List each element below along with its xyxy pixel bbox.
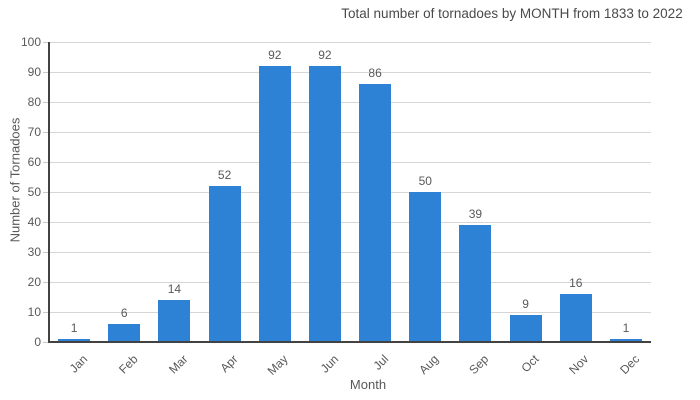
y-tick-mark	[43, 71, 49, 73]
bar-value-label: 39	[468, 207, 483, 221]
bar	[208, 186, 241, 342]
x-axis-line	[48, 341, 651, 343]
y-tick-mark	[43, 161, 49, 163]
y-tick-label: 10	[27, 305, 41, 319]
bar-value-label: 50	[418, 174, 432, 188]
bar	[258, 66, 291, 342]
y-tick-mark	[43, 341, 49, 343]
y-tick-label: 60	[27, 155, 41, 169]
y-tick-label: 80	[27, 95, 41, 109]
y-tick-label: 30	[27, 245, 41, 259]
bar	[409, 192, 442, 342]
y-gridline	[49, 101, 651, 103]
x-axis-title: Month	[349, 377, 387, 392]
x-tick-label: Feb	[115, 352, 141, 377]
x-tick-label: Jul	[370, 352, 391, 373]
bar-value-label: 92	[318, 48, 332, 62]
y-tick-mark	[43, 311, 49, 313]
x-tick-label: Nov	[566, 352, 592, 377]
x-tick-label: Oct	[518, 352, 542, 376]
bar	[509, 315, 542, 342]
y-tick-mark	[43, 131, 49, 133]
x-tick-label: Jun	[317, 352, 341, 376]
y-tick-mark	[43, 281, 49, 283]
bar	[359, 84, 392, 342]
y-gridline	[49, 221, 651, 223]
y-tick-label: 0	[34, 335, 41, 349]
y-gridline	[49, 191, 651, 193]
y-gridline	[49, 251, 651, 253]
y-tick-label: 70	[27, 125, 41, 139]
y-gridline	[49, 281, 651, 283]
chart-title: Total number of tornadoes by MONTH from …	[341, 6, 683, 21]
bar-value-label: 52	[217, 168, 232, 182]
bar	[158, 300, 191, 342]
y-gridline	[49, 311, 651, 313]
y-gridline	[49, 41, 651, 43]
y-tick-mark	[43, 221, 49, 223]
bar-value-label: 1	[622, 321, 630, 335]
bar	[609, 339, 642, 342]
bar-value-label: 6	[120, 306, 128, 320]
y-tick-label: 20	[27, 275, 41, 289]
y-gridline	[49, 161, 651, 163]
bar-value-label: 1	[70, 321, 78, 335]
bar	[58, 339, 91, 342]
x-tick-label: Jan	[66, 352, 90, 376]
y-tick-label: 50	[27, 185, 41, 199]
x-tick-label: Aug	[416, 352, 442, 378]
y-tick-mark	[43, 41, 49, 43]
y-tick-label: 40	[27, 215, 41, 229]
bar	[308, 66, 341, 342]
y-gridline	[49, 71, 651, 73]
y-tick-label: 90	[27, 65, 41, 79]
x-tick-label: Apr	[217, 352, 241, 376]
bar-value-label: 9	[522, 297, 529, 311]
x-tick-label: Mar	[165, 352, 191, 377]
x-tick-label: Sep	[466, 352, 492, 378]
y-tick-label: 100	[20, 35, 41, 49]
y-gridline	[49, 131, 651, 133]
x-tick-label: May	[264, 352, 291, 378]
bar	[559, 294, 592, 342]
bar	[459, 225, 492, 342]
bar-value-label: 86	[368, 66, 382, 80]
bar	[108, 324, 141, 342]
bar-value-label: 14	[167, 282, 182, 296]
bar-value-label: 92	[268, 48, 282, 62]
y-tick-mark	[43, 101, 49, 103]
x-tick-label: Dec	[616, 352, 642, 377]
y-axis-line	[48, 42, 50, 342]
y-tick-mark	[43, 251, 49, 253]
y-tick-mark	[43, 191, 49, 193]
bar-value-label: 16	[569, 276, 583, 290]
